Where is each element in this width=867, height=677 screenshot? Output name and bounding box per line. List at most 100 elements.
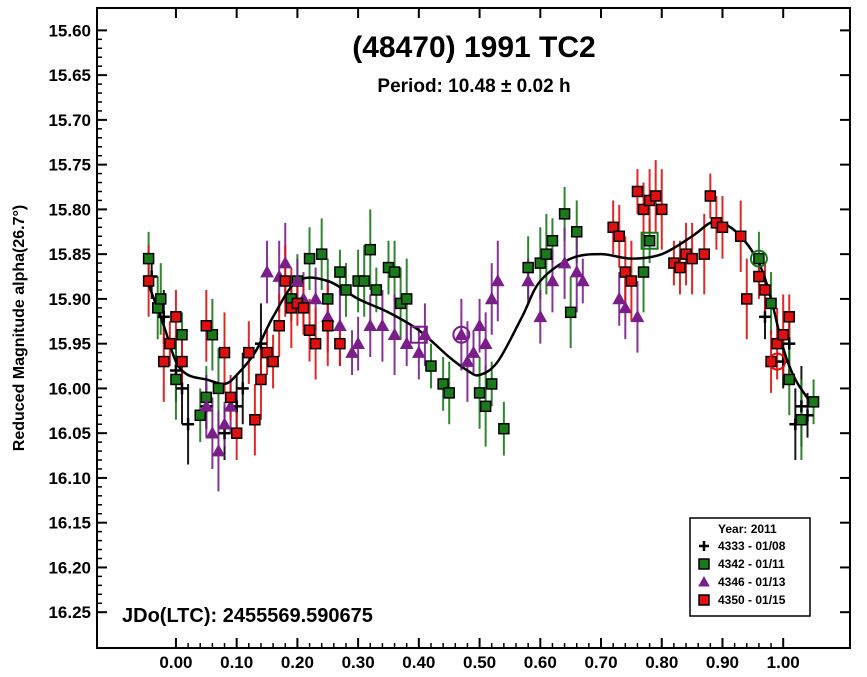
data-point-square bbox=[607, 221, 619, 234]
data-point-triangle bbox=[466, 345, 481, 358]
data-point-triangle bbox=[484, 291, 499, 305]
data-point-square bbox=[334, 266, 346, 278]
legend: Year: 2011 4333 - 01/08 4342 - 01/11 4346 … bbox=[689, 517, 811, 617]
x-tick-label: 0.90 bbox=[706, 653, 739, 672]
jdo-annotation: JDo(LTC): 2455569.590675 bbox=[122, 605, 373, 627]
data-point-square bbox=[613, 230, 625, 243]
x-tick-label: 0.40 bbox=[402, 653, 435, 672]
data-point-square bbox=[546, 234, 559, 247]
data-point-square bbox=[479, 400, 492, 413]
data-point-square bbox=[656, 203, 668, 216]
data-point-square bbox=[649, 190, 662, 202]
y-tick-label: 15.95 bbox=[48, 335, 91, 354]
data-point-triangle bbox=[333, 318, 347, 332]
y-tick-label: 15.60 bbox=[48, 21, 91, 40]
data-point-triangle bbox=[217, 417, 232, 430]
x-tick-label: 0.00 bbox=[159, 653, 192, 672]
data-point-square bbox=[783, 373, 796, 386]
data-point-square bbox=[443, 387, 455, 399]
data-point-triangle bbox=[223, 399, 238, 412]
x-tick-label: 0.30 bbox=[342, 653, 375, 672]
data-point-square bbox=[358, 275, 370, 287]
data-point-triangle bbox=[454, 327, 469, 341]
data-point-square bbox=[334, 337, 346, 350]
data-point-plus bbox=[157, 310, 170, 323]
data-point-triangle bbox=[630, 309, 645, 323]
y-tick-label: 16.15 bbox=[48, 514, 91, 533]
y-tick-label: 16.25 bbox=[48, 603, 91, 622]
data-point-square bbox=[777, 328, 789, 341]
data-point-square bbox=[540, 248, 553, 260]
legend-label: 4350 - 01/15 bbox=[718, 593, 786, 607]
legend-marker-plus bbox=[699, 541, 709, 551]
y-tick-label: 15.85 bbox=[48, 245, 91, 264]
data-point-square bbox=[249, 413, 261, 426]
data-point-square bbox=[564, 306, 577, 319]
data-point-square bbox=[267, 355, 279, 368]
x-tick-label: 0.60 bbox=[524, 653, 557, 672]
data-point-triangle bbox=[521, 273, 536, 287]
data-point-square bbox=[297, 302, 310, 314]
y-tick-label: 16.10 bbox=[48, 469, 91, 488]
data-point-square bbox=[212, 382, 225, 395]
data-point-square bbox=[795, 413, 808, 426]
data-point-square bbox=[716, 221, 729, 234]
data-point-square bbox=[485, 378, 498, 390]
data-point-square bbox=[218, 346, 231, 359]
data-point-triangle bbox=[278, 256, 293, 269]
data-point-triangle bbox=[557, 256, 572, 269]
data-point-triangle bbox=[387, 327, 402, 341]
data-point-square bbox=[243, 346, 255, 359]
data-point-square bbox=[164, 337, 176, 350]
highlighted-point bbox=[749, 249, 768, 268]
data-point-square bbox=[364, 243, 377, 256]
data-point-triangle bbox=[472, 318, 487, 332]
legend-items: 4333 - 01/08 4342 - 01/11 4346 - 01/13 4350… bbox=[698, 539, 786, 607]
y-axis-label: Reduced Magnitude alpha(26.7°) bbox=[11, 205, 28, 451]
data-point-square bbox=[206, 328, 219, 341]
data-point-plus bbox=[182, 418, 195, 431]
x-tick-label: 0.70 bbox=[584, 653, 617, 672]
x-tick-label: 0.80 bbox=[645, 653, 678, 672]
data-point-triangle bbox=[545, 273, 560, 287]
data-point-square bbox=[158, 355, 170, 368]
y-tick-label: 16.20 bbox=[48, 558, 91, 577]
data-point-plus bbox=[176, 382, 189, 395]
data-point-square bbox=[498, 422, 510, 435]
data-point-square bbox=[176, 355, 188, 368]
x-tick-label: 0.50 bbox=[463, 653, 496, 672]
data-point-triangle bbox=[575, 273, 590, 287]
data-point-square bbox=[698, 248, 711, 260]
x-tick-label: 0.10 bbox=[220, 653, 253, 672]
data-points bbox=[142, 185, 820, 457]
data-point-square bbox=[473, 387, 486, 399]
data-point-square bbox=[741, 293, 753, 305]
data-point-plus bbox=[795, 400, 808, 413]
data-point-square bbox=[570, 226, 583, 238]
axis-ticks: 0.00 0.10 0.20 0.30 0.40 0.50 0.60 0.70 0.80 0.90… bbox=[48, 8, 850, 672]
data-point-triangle bbox=[205, 426, 220, 439]
data-point-triangle bbox=[490, 273, 505, 287]
data-point-triangle bbox=[411, 345, 426, 358]
data-point-square bbox=[194, 409, 206, 422]
y-tick-label: 16.05 bbox=[48, 424, 91, 443]
data-point-square bbox=[425, 360, 437, 372]
data-point-plus bbox=[783, 337, 796, 350]
legend-label: 4346 - 01/13 bbox=[718, 575, 786, 589]
data-point-square bbox=[279, 275, 291, 287]
data-point-square bbox=[224, 391, 237, 404]
data-point-square bbox=[170, 311, 182, 323]
x-tick-label: 1.00 bbox=[767, 653, 800, 672]
data-point-triangle bbox=[460, 354, 475, 367]
chart-title: (48470) 1991 TC2 bbox=[352, 31, 596, 64]
data-point-square bbox=[558, 208, 571, 220]
data-point-square bbox=[753, 270, 765, 283]
legend-box bbox=[689, 517, 811, 617]
data-point-triangle bbox=[260, 265, 274, 278]
data-point-square bbox=[765, 297, 777, 310]
data-point-square bbox=[637, 266, 650, 278]
data-point-triangle bbox=[618, 300, 633, 314]
highlighted-point bbox=[409, 325, 428, 344]
data-point-triangle bbox=[351, 336, 365, 349]
data-point-square bbox=[674, 261, 686, 274]
